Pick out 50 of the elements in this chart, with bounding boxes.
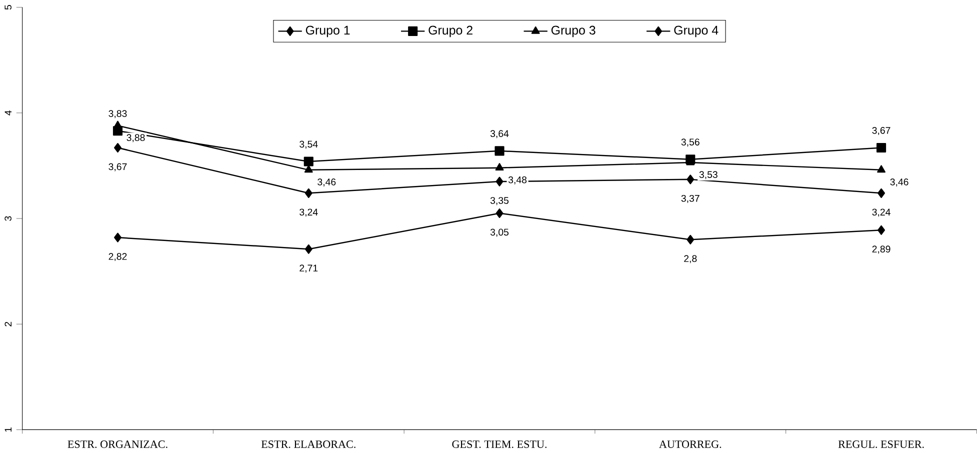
data-label: 3,67 bbox=[872, 127, 890, 136]
x-tick-label: ESTR. ORGANIZAC. bbox=[68, 440, 168, 448]
data-label: 3,48 bbox=[508, 176, 527, 185]
data-label: 3,46 bbox=[890, 178, 908, 187]
data-label: 3,35 bbox=[490, 197, 509, 206]
data-label: 2,89 bbox=[872, 246, 890, 254]
data-label: 3,05 bbox=[490, 228, 509, 237]
legend-label: Grupo 2 bbox=[428, 26, 472, 38]
data-label: 3,24 bbox=[300, 208, 318, 217]
x-tick-label: AUTORREG. bbox=[659, 440, 722, 448]
point bbox=[686, 174, 694, 184]
y-tick-label: 4 bbox=[4, 110, 12, 116]
data-label: 2,82 bbox=[108, 253, 127, 262]
y-tick-label: 2 bbox=[4, 322, 12, 327]
data-label: 3,24 bbox=[872, 208, 890, 217]
data-label: 3,46 bbox=[318, 178, 336, 187]
point bbox=[878, 188, 886, 198]
legend-label: Grupo 3 bbox=[551, 26, 596, 38]
point bbox=[496, 176, 504, 187]
point bbox=[878, 226, 886, 236]
point bbox=[114, 143, 122, 153]
point bbox=[304, 156, 314, 166]
point bbox=[494, 146, 504, 156]
point bbox=[114, 232, 122, 242]
point bbox=[304, 165, 313, 173]
legend-label: Grupo 1 bbox=[306, 26, 350, 38]
data-label: 3,54 bbox=[300, 140, 318, 149]
x-tick-label: ESTR. ELABORAC. bbox=[261, 440, 356, 448]
point bbox=[876, 143, 886, 153]
point bbox=[686, 235, 694, 245]
point bbox=[877, 165, 886, 173]
data-label: 2,8 bbox=[684, 255, 697, 264]
legend-label: Grupo 4 bbox=[674, 26, 718, 38]
data-label: 3,83 bbox=[108, 110, 127, 118]
x-tick-label: GEST. TIEM. ESTU. bbox=[452, 440, 547, 448]
point bbox=[304, 244, 312, 254]
data-label: 3,56 bbox=[681, 138, 700, 147]
data-label: 3,37 bbox=[681, 195, 700, 204]
data-label: 2,71 bbox=[300, 264, 318, 273]
point bbox=[495, 163, 504, 171]
y-tick-label: 3 bbox=[4, 216, 12, 222]
data-label: 3,88 bbox=[126, 134, 145, 142]
y-tick-label: 5 bbox=[4, 5, 12, 10]
point bbox=[304, 188, 312, 198]
data-label: 3,64 bbox=[490, 130, 509, 138]
y-tick-label: 1 bbox=[4, 428, 12, 432]
point bbox=[496, 208, 504, 218]
data-label: 3,67 bbox=[108, 163, 127, 172]
x-tick-label: REGUL. ESFUER. bbox=[838, 440, 924, 448]
data-label: 3,53 bbox=[699, 171, 718, 180]
